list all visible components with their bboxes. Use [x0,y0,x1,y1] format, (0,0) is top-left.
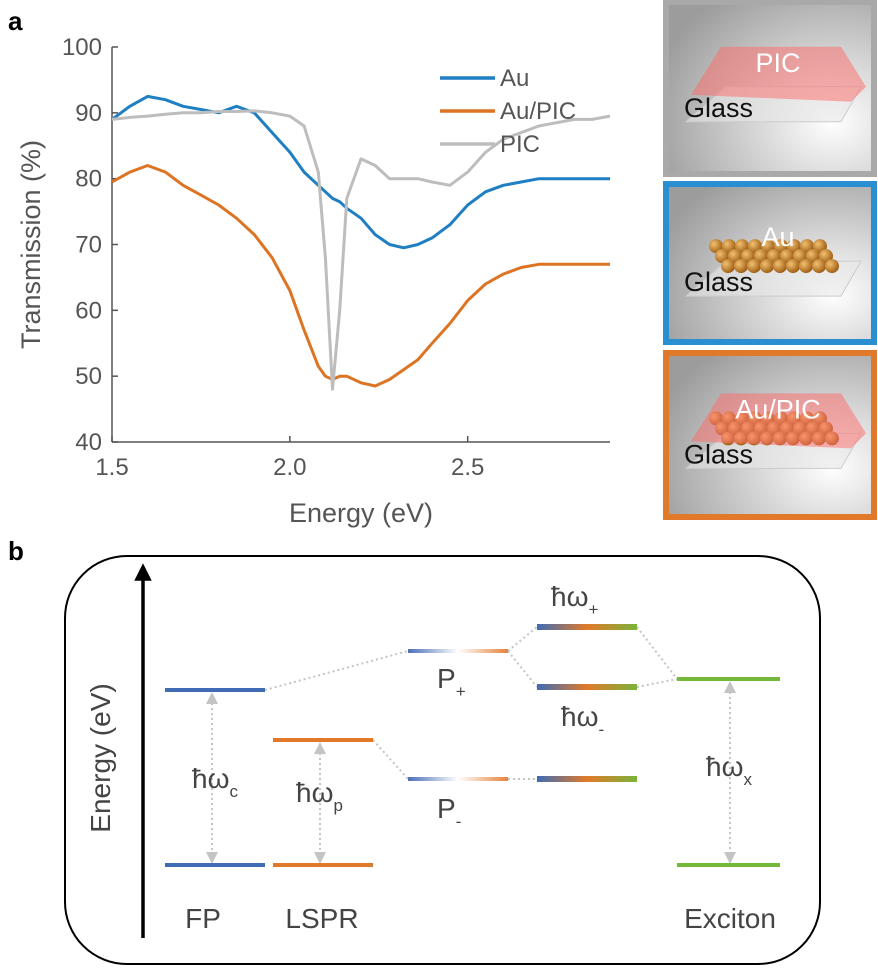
connectors [212,627,730,858]
column-label: LSPR [285,903,358,934]
column-label: FP [185,903,221,934]
nanoparticle [825,259,839,273]
y-tick-label: 80 [75,166,102,193]
energy-label: ħω+ [551,581,598,619]
symbol: P [437,663,456,694]
subscript: - [456,812,462,831]
sample-substrate: Glass [684,439,753,469]
subscript: x [743,770,752,789]
x-tick-label: 1.5 [95,454,128,481]
y-tick-label: 70 [75,232,102,259]
symbol: ħω [706,751,743,782]
x-tick-label: 2.0 [273,454,306,481]
polariton-label: P+ [437,663,466,701]
nanoparticle [760,259,774,273]
energy-diagram: Energy (eV) ħωc ħωp ħωx ħω+ ħω- P+ P- FP… [65,556,820,964]
x-axis-label: Energy (eV) [289,498,433,528]
subscript: p [333,796,342,815]
sample-layer: Au/PIC [735,394,821,424]
legend-label: PIC [500,131,540,158]
symbol: ħω [192,763,229,794]
subscript: + [456,682,466,701]
legend-label: Au/PIC [500,98,576,125]
sample-layer: Au [761,222,794,252]
plot: 40 50 60 70 80 90 100 1.5 2.0 2.5 Energy (eV) Trans… [16,34,610,528]
y-tick-label: 40 [75,429,102,456]
subscript: + [588,600,598,619]
y-tick-label: 50 [75,363,102,390]
subscript: - [598,720,604,739]
series-line [112,166,610,387]
legend-label: Au [500,65,529,92]
nanoparticle [773,259,787,273]
column-label: Exciton [684,903,776,934]
sample-layer: PIC [755,48,800,78]
figure: a b 40 50 60 70 80 90 100 1.5 2.0 2.5 Energy (eV) T… [0,0,878,971]
polariton-label: P- [437,793,461,831]
sample-substrate: Glass [684,267,753,297]
energy-label: ħωc [192,763,238,801]
levels [165,624,780,865]
subscript: c [229,782,238,801]
y-axis-label: Transmission (%) [16,140,46,349]
symbol: ħω [561,701,598,732]
axis-label: Energy (eV) [85,683,116,832]
panel-label: a [8,6,23,36]
nanoparticle [812,259,826,273]
y-tick-label: 100 [62,34,102,61]
symbol: P [437,793,456,824]
symbol: ħω [296,777,333,808]
nanoparticle [799,259,813,273]
nanoparticle [786,259,800,273]
panel-label: b [8,536,24,566]
x-tick-label: 2.5 [451,454,484,481]
y-tick-label: 60 [75,297,102,324]
symbol: ħω [551,581,588,612]
sample-substrate: Glass [684,93,753,123]
energy-label: ħω- [561,701,604,739]
y-tick-label: 90 [75,100,102,127]
